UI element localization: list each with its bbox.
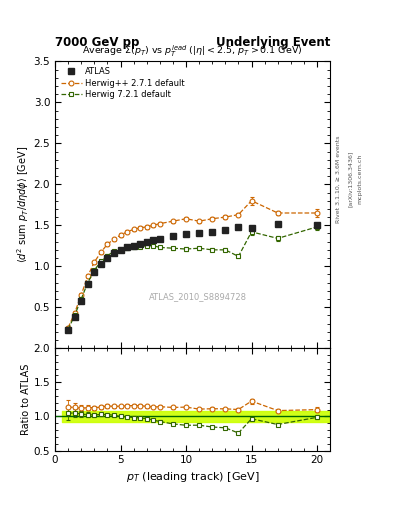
Text: Average $\Sigma(p_T)$ vs $p_T^{lead}$ ($|\eta| < 2.5$, $p_T > 0.1$ GeV): Average $\Sigma(p_T)$ vs $p_T^{lead}$ ($… — [82, 44, 303, 58]
Text: Underlying Event: Underlying Event — [216, 36, 330, 49]
Text: mcplots.cern.ch: mcplots.cern.ch — [358, 154, 363, 204]
Y-axis label: Ratio to ATLAS: Ratio to ATLAS — [21, 364, 31, 435]
Text: [arXiv:1306.3436]: [arXiv:1306.3436] — [348, 151, 353, 207]
X-axis label: $p_T$ (leading track) [GeV]: $p_T$ (leading track) [GeV] — [126, 470, 259, 484]
Y-axis label: $\langle d^2$ sum $p_T/d\eta d\phi\rangle$ [GeV]: $\langle d^2$ sum $p_T/d\eta d\phi\rangl… — [15, 146, 31, 264]
Text: ATLAS_2010_S8894728: ATLAS_2010_S8894728 — [149, 292, 247, 301]
Legend: ATLAS, Herwig++ 2.7.1 default, Herwig 7.2.1 default: ATLAS, Herwig++ 2.7.1 default, Herwig 7.… — [59, 66, 186, 101]
Text: 7000 GeV pp: 7000 GeV pp — [55, 36, 140, 49]
Text: Rivet 3.1.10, ≥ 3.6M events: Rivet 3.1.10, ≥ 3.6M events — [336, 136, 341, 223]
